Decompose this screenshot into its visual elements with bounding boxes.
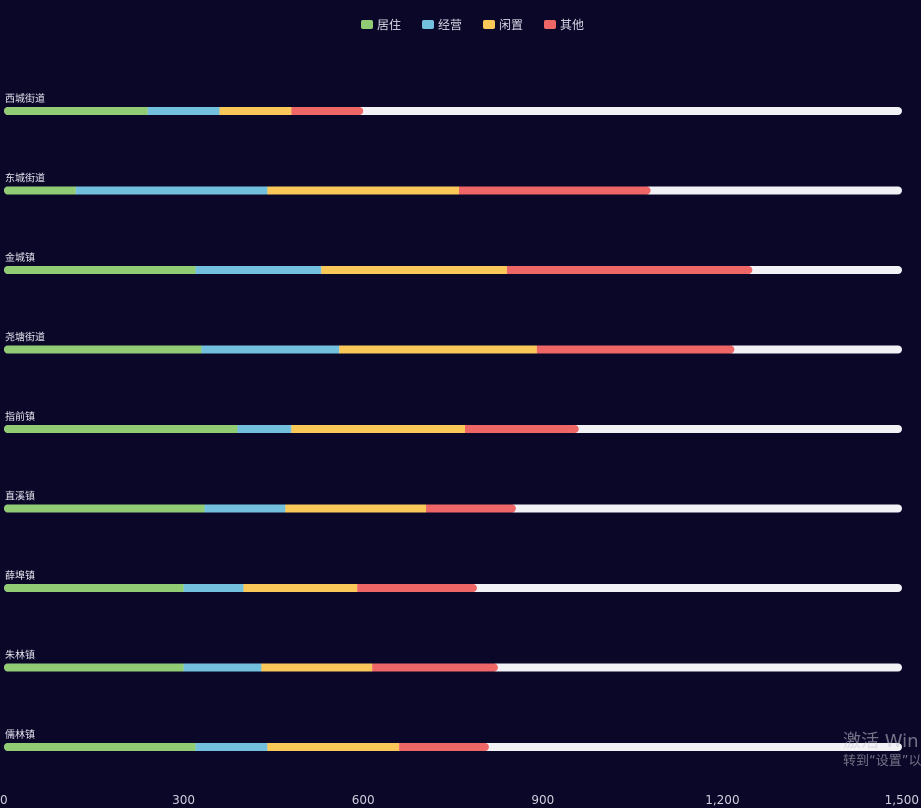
watermark-line-1: 激活 Win	[843, 731, 919, 752]
bar-segment-series-3[interactable]	[267, 186, 459, 195]
bar-segment-series-1[interactable]	[4, 584, 184, 592]
bar-segment-series-1[interactable]	[4, 504, 205, 513]
bar-segment-series-4[interactable]	[458, 186, 651, 195]
bar-segment-series-1[interactable]	[4, 107, 148, 115]
x-axis: 0 300 600 900 1,200 1,500	[0, 793, 919, 807]
bar-segment-series-1[interactable]	[4, 186, 76, 195]
bar-row: 尧塘街道	[4, 331, 902, 354]
category-label: 直溪镇	[5, 490, 35, 503]
legend-swatch	[483, 20, 495, 29]
bar-segment-series-3[interactable]	[339, 345, 537, 354]
bar-segment-series-3[interactable]	[321, 266, 507, 274]
bar-segment-series-1[interactable]	[4, 345, 202, 354]
bar-row: 指前镇	[4, 410, 902, 433]
legend-item-3[interactable]: 闲置	[483, 18, 523, 32]
bar-segment-series-3[interactable]	[219, 107, 292, 115]
category-label: 指前镇	[5, 410, 35, 423]
category-label: 西城街道	[5, 92, 45, 105]
bar-segment-series-1[interactable]	[4, 663, 184, 672]
legend-label: 居住	[377, 18, 401, 32]
legend-item-1[interactable]: 居住	[361, 18, 401, 32]
bar-segment-series-4[interactable]	[506, 266, 753, 274]
bar-segment-series-2[interactable]	[183, 663, 262, 672]
chart-legend[interactable]: 居住 经营 闲置 其他	[361, 18, 584, 32]
bar-row: 朱林镇	[4, 649, 902, 672]
bar-segment-series-3[interactable]	[285, 504, 427, 513]
bar-segment-series-3[interactable]	[267, 743, 400, 751]
bar-segment-series-4[interactable]	[399, 743, 489, 751]
bar-segment-series-2[interactable]	[201, 345, 340, 354]
legend-item-4[interactable]: 其他	[544, 18, 584, 32]
bar-row: 东城街道	[4, 172, 902, 195]
category-label: 东城街道	[5, 172, 45, 185]
bar-row: 直溪镇	[4, 490, 902, 513]
bar-segment-series-2[interactable]	[195, 743, 268, 751]
bar-row: 薛埠镇	[4, 569, 902, 592]
windows-activation-watermark: 激活 Win 转到“设置”以	[843, 731, 921, 771]
legend-swatch	[544, 20, 556, 29]
watermark-line-2: 转到“设置”以	[843, 754, 921, 769]
bar-segment-series-2[interactable]	[195, 266, 322, 274]
legend-label: 经营	[438, 18, 462, 32]
x-tick-label: 0	[0, 793, 8, 807]
bar-segment-series-1[interactable]	[4, 743, 196, 751]
bar-segment-series-4[interactable]	[372, 663, 498, 672]
bar-segment-series-4[interactable]	[536, 345, 735, 354]
category-label: 金城镇	[5, 251, 35, 264]
bar-segment-series-3[interactable]	[261, 663, 373, 672]
bar-segment-series-2[interactable]	[237, 425, 292, 433]
category-label: 薛埠镇	[5, 569, 35, 582]
category-label: 尧塘街道	[5, 331, 45, 344]
legend-swatch	[361, 20, 373, 29]
x-tick-label: 1,500	[885, 793, 919, 807]
bar-segment-series-1[interactable]	[4, 425, 238, 433]
legend-swatch	[422, 20, 434, 29]
bar-row: 儒林镇	[4, 728, 902, 751]
category-label: 朱林镇	[5, 649, 35, 662]
bar-segment-series-4[interactable]	[291, 107, 364, 115]
legend-item-2[interactable]: 经营	[422, 18, 462, 32]
bar-row: 金城镇	[4, 251, 902, 274]
x-tick-label: 1,200	[705, 793, 739, 807]
x-tick-label: 300	[172, 793, 195, 807]
bar-segment-series-4[interactable]	[357, 584, 477, 592]
bar-segment-series-2[interactable]	[75, 186, 268, 195]
bar-segment-series-3[interactable]	[291, 425, 465, 433]
legend-label: 闲置	[499, 18, 523, 32]
x-tick-label: 600	[352, 793, 375, 807]
x-tick-label: 900	[531, 793, 554, 807]
bar-segment-series-3[interactable]	[243, 584, 358, 592]
bar-segment-series-2[interactable]	[204, 504, 286, 513]
category-label: 儒林镇	[5, 728, 35, 741]
bar-segment-series-1[interactable]	[4, 266, 196, 274]
bar-row: 西城街道	[4, 92, 902, 115]
bar-segment-series-4[interactable]	[426, 504, 516, 513]
bar-segment-series-4[interactable]	[464, 425, 579, 433]
bar-segment-series-2[interactable]	[183, 584, 244, 592]
legend-label: 其他	[560, 18, 584, 32]
bar-segment-series-2[interactable]	[147, 107, 220, 115]
